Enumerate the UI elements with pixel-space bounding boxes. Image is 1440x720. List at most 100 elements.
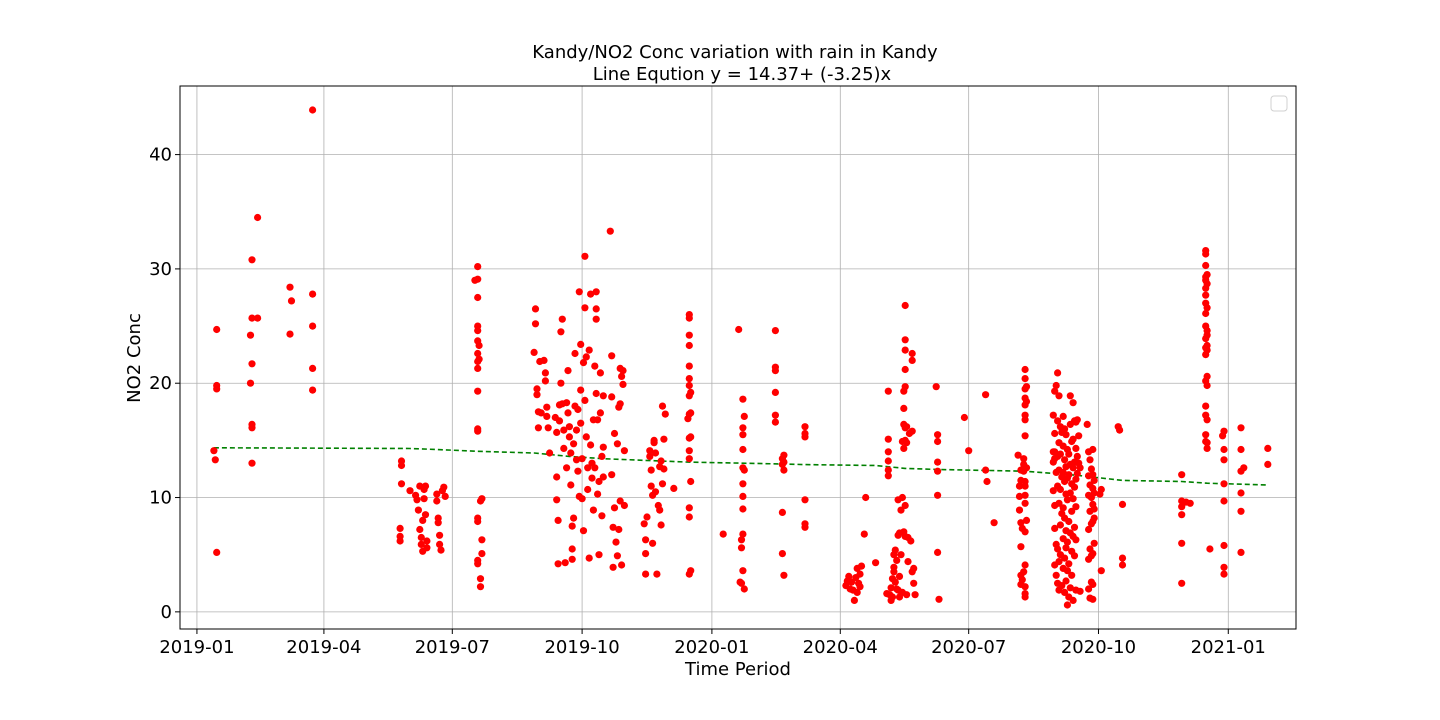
data-point — [848, 578, 856, 586]
data-point — [685, 504, 693, 512]
data-point — [1059, 412, 1067, 420]
data-point — [1237, 445, 1245, 454]
data-point — [594, 416, 602, 424]
data-point — [1070, 523, 1079, 531]
data-point — [620, 447, 629, 455]
data-point — [1089, 471, 1097, 479]
data-point — [581, 304, 589, 312]
data-point — [670, 484, 678, 492]
data-point — [619, 380, 627, 388]
data-point — [646, 447, 654, 455]
data-point — [588, 474, 596, 482]
data-point — [1089, 580, 1097, 589]
data-point — [568, 545, 576, 553]
x-tick-label: 2021-01 — [1191, 637, 1266, 658]
data-point — [1069, 596, 1077, 605]
data-point — [901, 346, 909, 354]
data-point — [983, 477, 991, 486]
data-point — [801, 496, 809, 504]
data-point — [911, 591, 919, 599]
data-point — [1237, 548, 1245, 557]
data-point — [557, 379, 565, 387]
data-point — [533, 385, 541, 393]
data-point — [656, 506, 664, 514]
data-point — [897, 551, 905, 559]
data-point — [685, 341, 693, 350]
data-point — [1062, 431, 1070, 439]
data-point — [845, 572, 853, 581]
data-point — [740, 412, 748, 420]
data-point — [555, 417, 564, 425]
data-point — [1015, 482, 1024, 490]
data-point — [1220, 456, 1228, 464]
data-point — [872, 559, 880, 567]
data-point — [910, 579, 918, 587]
data-point — [1202, 291, 1210, 299]
data-point — [1178, 471, 1186, 479]
data-point — [1203, 331, 1211, 339]
data-point — [1118, 554, 1127, 562]
data-point — [1020, 568, 1028, 576]
data-point — [591, 362, 599, 370]
data-point — [1202, 309, 1210, 318]
data-point — [687, 433, 695, 441]
data-point — [595, 551, 603, 559]
data-point — [572, 426, 581, 434]
data-point — [1073, 452, 1081, 460]
data-point — [609, 563, 617, 571]
data-point — [533, 391, 541, 399]
data-point — [1237, 489, 1245, 497]
data-point — [900, 444, 908, 452]
data-point — [650, 439, 658, 447]
data-point — [901, 336, 909, 344]
data-point — [1237, 424, 1245, 432]
data-point — [564, 367, 572, 375]
data-point — [801, 423, 809, 431]
data-point — [608, 352, 616, 360]
data-point — [1052, 571, 1060, 579]
data-point — [546, 449, 554, 457]
data-point — [884, 387, 892, 395]
data-point — [884, 448, 892, 456]
data-point — [572, 456, 581, 464]
plot-frame — [179, 85, 1297, 630]
data-point — [737, 579, 746, 587]
data-point — [771, 418, 780, 426]
data-point — [618, 372, 626, 380]
data-point — [739, 530, 747, 538]
data-point — [884, 472, 892, 480]
data-point — [560, 444, 568, 452]
data-point — [934, 458, 942, 466]
data-point — [587, 441, 595, 449]
data-point — [608, 393, 616, 401]
data-point — [531, 305, 540, 313]
data-point — [1069, 464, 1077, 472]
data-point — [1066, 489, 1074, 497]
data-point — [553, 473, 561, 481]
data-point — [419, 516, 427, 525]
data-point — [960, 413, 969, 422]
data-point — [423, 544, 431, 552]
data-point — [660, 465, 668, 473]
title-group: Kandy/NO2 Conc variation with rain in Ka… — [532, 42, 938, 85]
data-point — [1178, 503, 1186, 511]
data-point — [558, 315, 566, 323]
data-point — [1021, 528, 1029, 536]
data-point — [554, 560, 562, 568]
data-point — [248, 424, 256, 432]
data-point — [1220, 427, 1228, 435]
data-point — [210, 447, 218, 455]
data-point — [587, 290, 595, 298]
data-point — [801, 433, 809, 441]
data-point — [739, 424, 747, 432]
data-point — [1015, 506, 1024, 514]
chart-subtitle: Line Eqution y = 14.37+ (-3.25)x — [593, 64, 892, 85]
data-point — [1059, 504, 1067, 512]
y-tick-label: 40 — [149, 145, 172, 166]
data-point — [397, 480, 406, 488]
data-point — [474, 387, 482, 395]
data-point — [687, 388, 695, 396]
data-point — [856, 570, 864, 578]
data-point — [437, 546, 445, 554]
